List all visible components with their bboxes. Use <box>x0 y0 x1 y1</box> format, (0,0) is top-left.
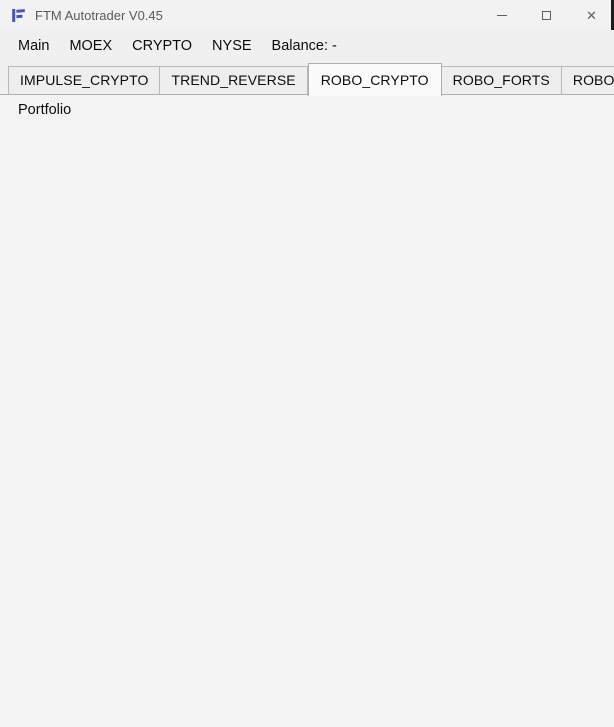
menu-item-moex[interactable]: MOEX <box>69 38 113 54</box>
tab-bar: IMPULSE_CRYPTO TREND_REVERSE ROBO_CRYPTO… <box>0 62 614 96</box>
maximize-icon <box>542 10 551 20</box>
title-bar: FTM Autotrader V0.45 ✕ <box>0 0 614 30</box>
app-logo-icon <box>10 7 27 24</box>
window-title: FTM Autotrader V0.45 <box>35 7 163 23</box>
tab-impulse-crypto[interactable]: IMPULSE_CRYPTO <box>8 66 161 95</box>
close-icon: ✕ <box>586 7 597 23</box>
balance-label: Balance: - <box>271 38 337 54</box>
portfolio-label: Portfolio <box>18 102 72 118</box>
tab-trend-reverse[interactable]: TREND_REVERSE <box>160 66 308 95</box>
tab-robo-forts[interactable]: ROBO_FORTS <box>441 66 562 95</box>
menu-item-main[interactable]: Main <box>18 38 50 54</box>
close-button[interactable]: ✕ <box>569 0 614 30</box>
minimize-icon <box>496 14 507 16</box>
window-controls: ✕ <box>479 0 614 30</box>
menu-item-crypto[interactable]: CRYPTO <box>132 38 193 54</box>
menu-bar: Main MOEX CRYPTO NYSE Balance: - <box>0 30 614 62</box>
menu-item-nyse[interactable]: NYSE <box>212 38 252 54</box>
window-edge <box>611 0 614 30</box>
minimize-button[interactable] <box>479 0 524 30</box>
tab-pane: Portfolio <box>0 94 614 727</box>
maximize-button[interactable] <box>524 0 569 30</box>
tab-robo-crypto[interactable]: ROBO_CRYPTO <box>307 63 442 96</box>
tab-robo-fonds[interactable]: ROBO_FONDS <box>561 66 614 95</box>
